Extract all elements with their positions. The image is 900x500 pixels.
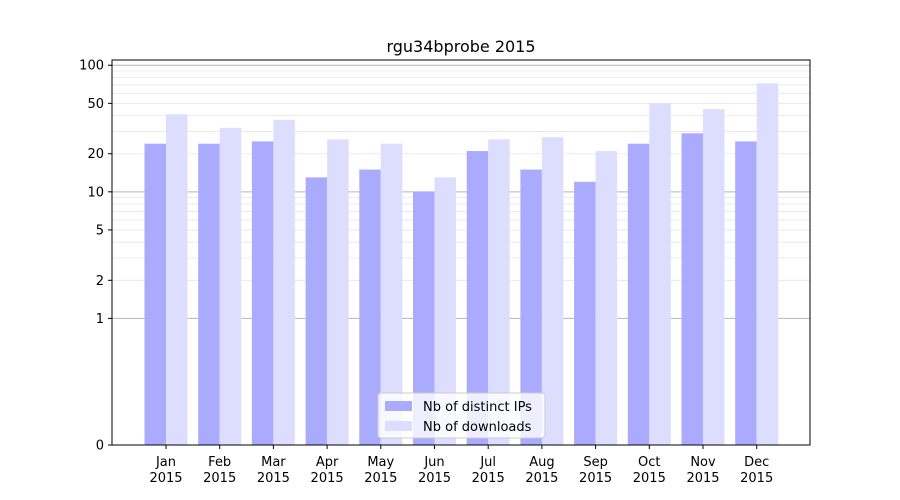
legend-label: Nb of downloads [423, 420, 532, 435]
legend: Nb of distinct IPs Nb of downloads [377, 392, 546, 439]
bar-downloads [273, 119, 295, 445]
bar-downloads [541, 137, 564, 446]
y-tick-label: 5 [96, 223, 104, 238]
bar-distinct-ips [627, 143, 650, 445]
bar-downloads [219, 127, 242, 445]
y-tick-label: 100 [79, 59, 104, 74]
bar-downloads [649, 103, 671, 445]
y-tick-label: 20 [87, 147, 104, 162]
bar-distinct-ips [735, 141, 757, 445]
bar-distinct-ips [574, 181, 596, 445]
bar-distinct-ips [359, 169, 381, 445]
x-tick-label-year: 2015 [364, 471, 397, 486]
x-tick-label-year: 2015 [633, 471, 666, 486]
bar-distinct-ips [198, 143, 220, 445]
x-tick-label-month: Jul [479, 455, 496, 470]
x-axis: Jan2015Feb2015Mar2015Apr2015May2015Jun20… [149, 445, 773, 486]
x-tick-label-month: Jun [423, 455, 444, 470]
x-tick-label-month: Jan [155, 455, 176, 470]
bar-downloads [488, 139, 510, 445]
bar-downloads [166, 114, 188, 445]
bar-distinct-ips [681, 133, 703, 445]
bar-downloads [380, 143, 403, 445]
chart-title: rgu34bprobe 2015 [386, 37, 535, 56]
bar-downloads [703, 109, 725, 446]
x-tick-label-month: Sep [583, 455, 608, 470]
bar-downloads [327, 139, 349, 445]
x-tick-label-year: 2015 [525, 471, 558, 486]
legend-box [377, 392, 546, 439]
x-tick-label-year: 2015 [203, 471, 236, 486]
legend-swatch [385, 401, 412, 411]
y-tick-label: 0 [96, 439, 104, 454]
x-tick-label-year: 2015 [418, 471, 451, 486]
x-tick-label-year: 2015 [740, 471, 773, 486]
bar-distinct-ips [144, 143, 166, 445]
bars [144, 83, 779, 446]
bar-distinct-ips [466, 151, 489, 445]
plot-frame [111, 59, 811, 446]
bar-downloads [595, 151, 618, 445]
legend-swatch [385, 421, 412, 431]
x-tick-label-year: 2015 [149, 471, 182, 486]
y-tick-label: 50 [87, 97, 104, 112]
bar-distinct-ips [251, 141, 274, 445]
x-tick-label-month: Oct [638, 455, 660, 470]
y-tick-label: 2 [96, 274, 104, 289]
bar-distinct-ips [413, 191, 435, 445]
x-tick-label-year: 2015 [472, 471, 505, 486]
x-tick-label-month: Dec [744, 455, 769, 470]
bar-distinct-ips [305, 177, 328, 446]
x-tick-label-year: 2015 [686, 471, 719, 486]
x-tick-label-month: Apr [316, 455, 339, 470]
x-tick-label-month: Nov [690, 455, 716, 470]
x-tick-label-month: Feb [208, 455, 231, 470]
legend-label: Nb of distinct IPs [423, 400, 532, 415]
bar-downloads [756, 83, 779, 445]
y-tick-label: 10 [87, 185, 104, 200]
x-tick-label-year: 2015 [311, 471, 344, 486]
x-tick-label-year: 2015 [579, 471, 612, 486]
bar-downloads [434, 177, 456, 446]
y-axis: 0 1 2 5 10 20 50 100 [79, 59, 112, 454]
x-tick-label-month: Aug [529, 455, 554, 470]
x-tick-label-year: 2015 [257, 471, 290, 486]
x-tick-label-month: May [367, 455, 394, 470]
x-tick-label-month: Mar [261, 455, 286, 470]
y-tick-label: 1 [96, 312, 104, 327]
bar-distinct-ips [520, 169, 542, 445]
